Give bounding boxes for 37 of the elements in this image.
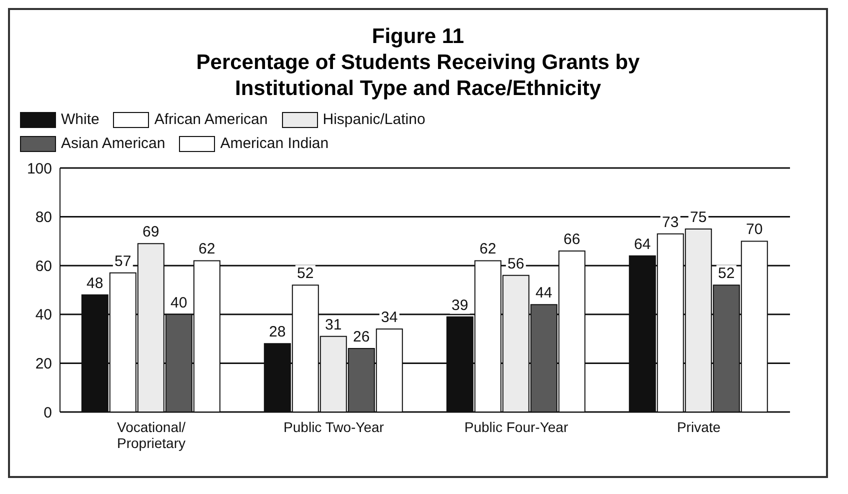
data-label: 39 [452,296,468,314]
data-label: 28 [269,324,286,341]
x-tick-label: Public Two-Year [284,419,384,435]
y-tick-label: 0 [44,404,52,422]
y-tick-label: 100 [26,160,52,178]
data-label: 40 [170,294,188,312]
chart-subtitle: Percentage of Students Receiving Grants by Institutional Type and Race/Ethnicity [195,50,641,102]
legend-label: White [60,110,100,130]
data-label: 70 [746,221,763,238]
data-label: 62 [198,240,216,258]
data-label: 64 [634,236,651,253]
data-label: 48 [86,274,104,292]
data-label: 75 [690,209,707,226]
data-label: 26 [353,328,370,346]
x-tick-label: Public Four-Year [464,419,568,435]
data-label: 56 [508,255,524,272]
y-tick-label: 20 [35,356,52,373]
legend-label: African American [153,110,268,130]
legend-label: Asian American [60,134,166,154]
chart-title: Figure 11 [370,24,466,50]
x-tick-label: Vocational/ Proprietary [117,419,186,451]
legend-label: Hispanic/Latino [322,110,426,130]
data-label: 69 [142,224,160,241]
y-tick-label: 40 [35,306,52,324]
data-label: 57 [114,252,132,270]
data-label: 52 [297,265,314,282]
legend-label: American Indian [219,134,329,154]
data-label: 52 [718,265,735,282]
data-label: 44 [536,284,552,302]
y-tick-label: 80 [35,209,52,226]
data-label: 31 [325,316,342,334]
y-tick-label: 60 [35,258,52,275]
data-label: 73 [662,214,679,231]
data-label: 34 [381,309,398,326]
data-label: 66 [564,230,580,248]
data-label: 62 [480,240,496,258]
x-tick-label: Private [676,419,721,435]
